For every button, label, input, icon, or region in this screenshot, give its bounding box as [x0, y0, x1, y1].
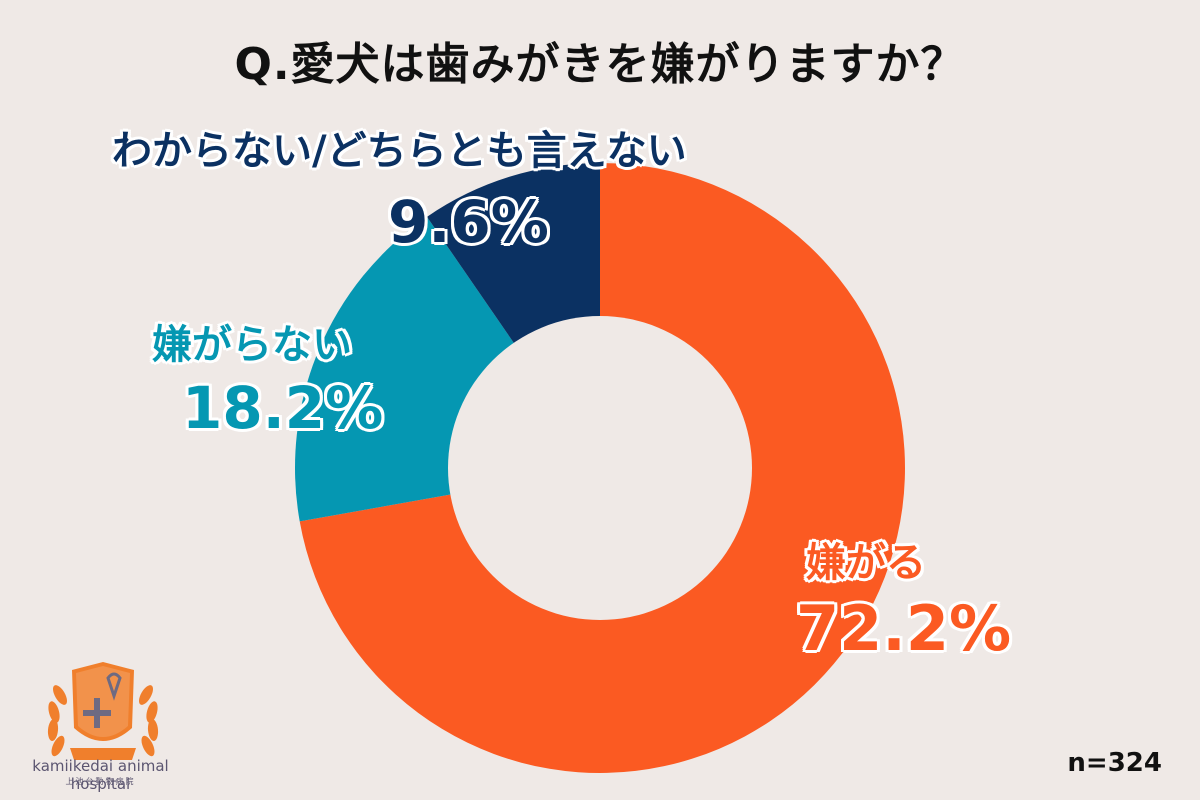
label-dislike-name: 嫌がる [806, 540, 926, 586]
donut-hole [448, 316, 752, 620]
logo-name: kamiikedai animal hospital [32, 757, 169, 793]
label-unknown-name: わからない/どちらとも言えない [112, 128, 687, 174]
sample-size: n=324 [1067, 748, 1162, 778]
logo-subtitle: 上池台動物病院 [65, 777, 136, 786]
chart-title: Q.愛犬は歯みがきを嫌がりますか？ [234, 39, 966, 90]
hospital-logo-icon [47, 662, 159, 760]
label-dislike-not-value: 18.2% [182, 374, 384, 442]
label-dislike-not-name: 嫌がらない [152, 322, 352, 368]
label-dislike-value: 72.2% [796, 592, 1012, 665]
label-unknown-value: 9.6% [388, 188, 549, 256]
